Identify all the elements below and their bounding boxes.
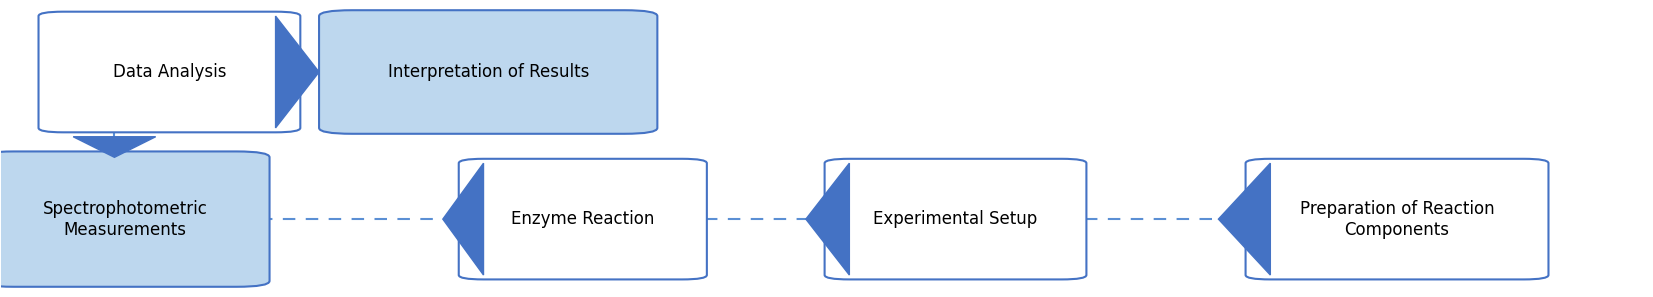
FancyBboxPatch shape [38, 12, 301, 132]
FancyBboxPatch shape [0, 151, 269, 287]
Polygon shape [807, 163, 850, 275]
FancyBboxPatch shape [319, 10, 658, 134]
Polygon shape [276, 16, 319, 128]
Polygon shape [1218, 163, 1270, 275]
Text: Enzyme Reaction: Enzyme Reaction [511, 210, 655, 228]
Text: Interpretation of Results: Interpretation of Results [387, 63, 588, 81]
FancyBboxPatch shape [460, 159, 707, 279]
Text: Data Analysis: Data Analysis [112, 63, 226, 81]
Polygon shape [443, 163, 483, 275]
Text: Experimental Setup: Experimental Setup [873, 210, 1038, 228]
Text: Preparation of Reaction
Components: Preparation of Reaction Components [1299, 200, 1494, 238]
Text: Spectrophotometric
Measurements: Spectrophotometric Measurements [43, 200, 208, 238]
FancyBboxPatch shape [825, 159, 1086, 279]
Polygon shape [73, 137, 155, 157]
FancyBboxPatch shape [1246, 159, 1549, 279]
